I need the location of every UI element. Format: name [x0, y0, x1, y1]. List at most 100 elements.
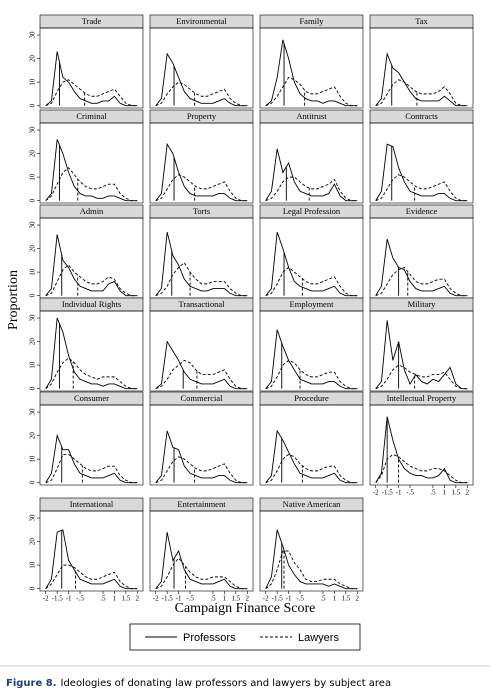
panel-title: Individual Rights: [62, 299, 121, 309]
x-tick-label: -1.5: [272, 595, 284, 603]
density-line: [45, 529, 138, 590]
density-line: [155, 81, 248, 107]
y-tick-label: 20: [29, 150, 37, 158]
panel-title: Commercial: [180, 393, 223, 403]
density-line: [155, 340, 248, 390]
x-tick-label: -.5: [406, 489, 414, 497]
y-tick-label: 10: [29, 78, 37, 86]
density-line: [45, 357, 138, 390]
panel-title: Contracts: [405, 111, 438, 121]
x-tick-label: 1.5: [121, 595, 130, 603]
x-tick-label: -2: [153, 595, 159, 603]
density-line: [155, 142, 248, 202]
panel-frame: [39, 27, 144, 109]
panel-title: Entertainment: [177, 499, 226, 509]
density-line: [375, 143, 468, 202]
density-line: [45, 564, 138, 590]
density-line: [375, 364, 468, 390]
x-tick-label: .5: [100, 595, 106, 603]
panel-title: Employment: [290, 299, 335, 309]
panel-frame: [259, 27, 364, 109]
panel-frame: [259, 404, 364, 486]
x-tick-label: -1: [396, 489, 402, 497]
density-line: [155, 557, 248, 590]
panel-title: Criminal: [76, 111, 107, 121]
density-line: [265, 529, 358, 590]
y-tick-label: 10: [29, 455, 37, 463]
y-tick-label: 20: [29, 432, 37, 440]
y-tick-label: 30: [29, 31, 37, 39]
x-tick-label: -1.5: [52, 595, 64, 603]
y-tick-label: 0: [29, 386, 37, 390]
y-tick-label: 10: [29, 361, 37, 369]
density-line: [265, 359, 358, 390]
density-line: [45, 79, 138, 107]
density-line: [45, 264, 138, 297]
density-line: [375, 79, 468, 107]
y-tick-label: 30: [29, 126, 37, 134]
y-tick-label: 20: [29, 55, 37, 63]
panel-frame: [259, 122, 364, 204]
panel-frame: [39, 310, 144, 392]
x-tick-label: -.5: [186, 595, 194, 603]
x-tick-label: 1.5: [451, 489, 460, 497]
y-tick-label: 30: [29, 408, 37, 416]
caption: Figure 8. Ideologies of donating law prof…: [6, 678, 391, 689]
density-line: [265, 231, 358, 297]
panel-title: Environmental: [176, 16, 227, 26]
density-line: [265, 453, 358, 484]
legend-label: Professors: [183, 632, 236, 644]
panel-frame: [259, 310, 364, 392]
y-axis-label: Proportion: [6, 270, 21, 330]
panel-title: Evidence: [406, 206, 438, 216]
panel-frame: [369, 404, 474, 486]
panel-frame: [369, 122, 474, 204]
x-tick-label: .5: [210, 595, 216, 603]
density-line: [155, 232, 248, 297]
panel-frame: [149, 404, 254, 486]
panel-title: Property: [187, 111, 217, 121]
panel-title: Procedure: [294, 393, 329, 403]
x-tick-label: 1.5: [231, 595, 240, 603]
panel-title: Torts: [193, 206, 210, 216]
y-tick-label: 30: [29, 221, 37, 229]
density-line: [155, 174, 248, 202]
density-line: [375, 416, 468, 484]
density-line: [375, 52, 468, 107]
x-tick-label: 2: [356, 595, 360, 603]
panel-frame: [369, 217, 474, 299]
panel-title: Admin: [80, 206, 104, 216]
y-tick-label: 20: [29, 538, 37, 546]
x-tick-label: .5: [320, 595, 326, 603]
density-line: [265, 266, 358, 297]
density-line: [265, 76, 358, 107]
density-line: [265, 550, 358, 590]
x-tick-label: 2: [246, 595, 250, 603]
x-tick-label: -1: [286, 595, 292, 603]
y-tick-label: 10: [29, 268, 37, 276]
density-line: [45, 51, 138, 107]
y-tick-label: 0: [29, 586, 37, 590]
density-line: [375, 320, 468, 390]
density-line: [155, 430, 248, 484]
x-tick-label: -2: [373, 489, 379, 497]
panel-title: Consumer: [74, 393, 109, 403]
x-tick-label: 1: [333, 595, 337, 603]
y-tick-label: 30: [29, 314, 37, 322]
panel-frame: [259, 510, 364, 592]
y-tick-label: 10: [29, 173, 37, 181]
panel-frame: [259, 217, 364, 299]
y-tick-label: 0: [29, 198, 37, 202]
density-line: [265, 39, 358, 107]
density-line: [155, 262, 248, 297]
x-tick-label: -2: [43, 595, 49, 603]
panel-title: Native American: [283, 499, 342, 509]
density-line: [45, 317, 138, 390]
density-line: [375, 174, 468, 202]
panel-frame: [149, 27, 254, 109]
x-tick-label: 1: [223, 595, 227, 603]
panel-frame: [39, 404, 144, 486]
x-axis-label: Campaign Finance Score: [175, 601, 316, 616]
x-tick-label: -1.5: [382, 489, 394, 497]
